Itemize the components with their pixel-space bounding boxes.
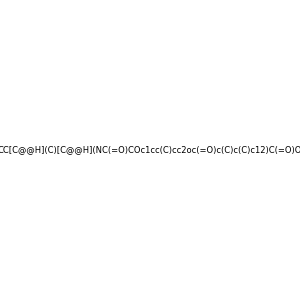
Text: CC[C@@H](C)[C@@H](NC(=O)COc1cc(C)cc2oc(=O)c(C)c(C)c12)C(=O)O: CC[C@@H](C)[C@@H](NC(=O)COc1cc(C)cc2oc(=… xyxy=(0,146,300,154)
